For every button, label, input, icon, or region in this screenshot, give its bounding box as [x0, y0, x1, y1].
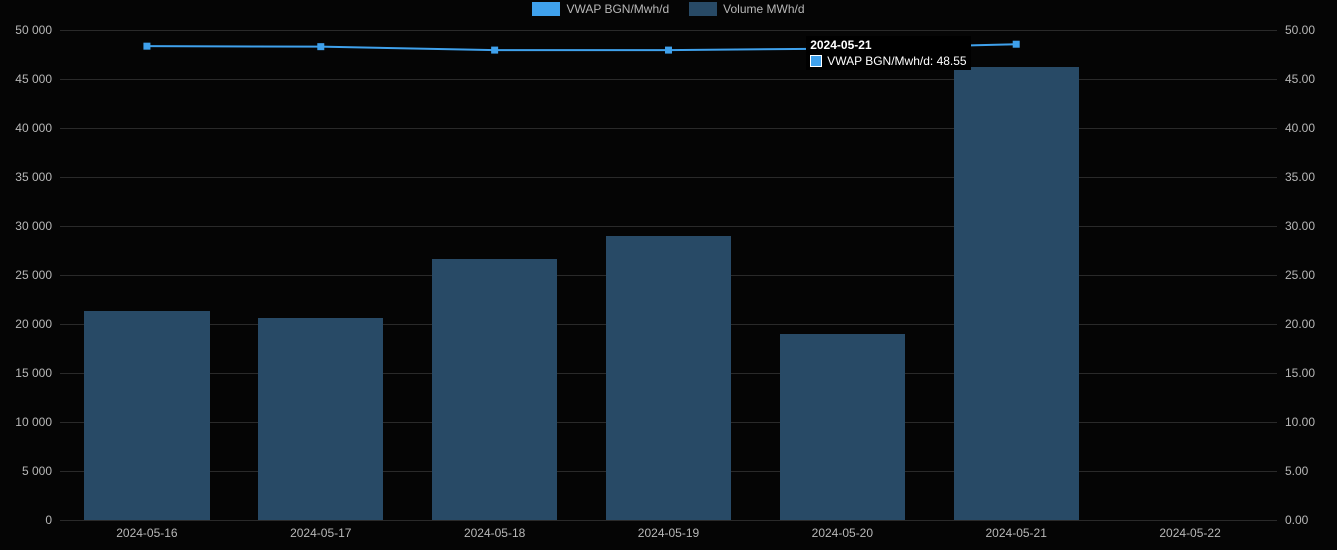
vwap-line-layer [60, 30, 1277, 520]
x-tick-label: 2024-05-19 [638, 520, 699, 540]
chart-legend: VWAP BGN/Mwh/d Volume MWh/d [0, 2, 1337, 19]
y-left-tick-label: 5 000 [22, 464, 60, 478]
vwap-line-marker[interactable] [665, 47, 672, 54]
tooltip-swatch [810, 55, 822, 67]
legend-swatch [689, 2, 717, 16]
legend-item[interactable]: Volume MWh/d [689, 2, 804, 16]
y-right-tick-label: 45.00 [1277, 72, 1315, 86]
y-left-tick-label: 10 000 [15, 415, 60, 429]
y-right-tick-label: 0.00 [1277, 513, 1308, 527]
legend-item[interactable]: VWAP BGN/Mwh/d [532, 2, 669, 16]
x-tick-label: 2024-05-20 [812, 520, 873, 540]
y-right-tick-label: 25.00 [1277, 268, 1315, 282]
y-left-tick-label: 40 000 [15, 121, 60, 135]
y-right-tick-label: 20.00 [1277, 317, 1315, 331]
y-right-tick-label: 5.00 [1277, 464, 1308, 478]
legend-label: VWAP BGN/Mwh/d [566, 2, 669, 16]
y-right-tick-label: 35.00 [1277, 170, 1315, 184]
y-left-tick-label: 30 000 [15, 219, 60, 233]
y-right-tick-label: 10.00 [1277, 415, 1315, 429]
y-right-tick-label: 30.00 [1277, 219, 1315, 233]
vwap-line-marker[interactable] [491, 47, 498, 54]
legend-label: Volume MWh/d [723, 2, 804, 16]
tooltip-text: VWAP BGN/Mwh/d: 48.55 [827, 54, 966, 68]
x-tick-label: 2024-05-18 [464, 520, 525, 540]
y-left-tick-label: 25 000 [15, 268, 60, 282]
chart-tooltip: 2024-05-21VWAP BGN/Mwh/d: 48.55 [806, 36, 970, 70]
y-right-tick-label: 15.00 [1277, 366, 1315, 380]
y-left-tick-label: 15 000 [15, 366, 60, 380]
y-left-tick-label: 35 000 [15, 170, 60, 184]
legend-swatch [532, 2, 560, 16]
y-right-tick-label: 50.00 [1277, 23, 1315, 37]
x-tick-label: 2024-05-22 [1159, 520, 1220, 540]
vwap-line-marker[interactable] [143, 43, 150, 50]
y-right-tick-label: 40.00 [1277, 121, 1315, 135]
x-tick-label: 2024-05-16 [116, 520, 177, 540]
tooltip-row: VWAP BGN/Mwh/d: 48.55 [806, 54, 970, 68]
x-tick-label: 2024-05-17 [290, 520, 351, 540]
chart-plot-area: 00.005 0005.0010 00010.0015 00015.0020 0… [60, 30, 1277, 520]
combo-chart: VWAP BGN/Mwh/dVolume MWh/d 00.005 0005.0… [0, 0, 1337, 550]
vwap-line-marker[interactable] [317, 43, 324, 50]
x-tick-label: 2024-05-21 [986, 520, 1047, 540]
y-left-tick-label: 0 [45, 513, 60, 527]
tooltip-title: 2024-05-21 [806, 38, 970, 54]
y-left-tick-label: 20 000 [15, 317, 60, 331]
vwap-line-marker[interactable] [1013, 41, 1020, 48]
y-left-tick-label: 50 000 [15, 23, 60, 37]
y-left-tick-label: 45 000 [15, 72, 60, 86]
